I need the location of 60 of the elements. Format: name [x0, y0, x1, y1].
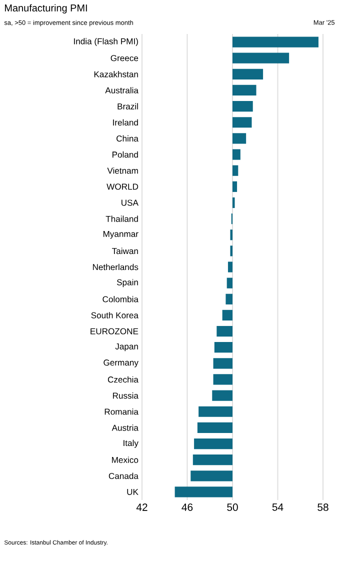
y-tick-label: Romania — [104, 408, 138, 415]
y-tick-label: Myanmar — [103, 231, 138, 239]
bar — [198, 406, 232, 417]
y-tick-label: Canada — [108, 472, 138, 480]
y-tick-label: Spain — [116, 279, 138, 288]
y-tick-label: UK — [127, 488, 138, 495]
y-tick-label: Ireland — [113, 119, 138, 126]
y-tick-label: Taiwan — [112, 248, 138, 254]
y-tick-label: Colombia — [102, 296, 138, 302]
y-tick-label: Japan — [115, 344, 138, 352]
bar — [174, 486, 232, 498]
bar — [226, 278, 232, 288]
text: Manufacturing PMI — [5, 4, 87, 14]
bar — [216, 326, 232, 337]
y-tick-label: Italy — [124, 440, 138, 448]
y-tick-label: Thailand — [106, 216, 138, 222]
y-tick-label: Kazakhstan — [94, 71, 138, 78]
bar — [232, 149, 240, 160]
bar — [232, 36, 318, 48]
bar — [232, 133, 246, 144]
y-tick-label: Russia — [112, 392, 138, 399]
y-tick-label: China — [116, 135, 138, 142]
y-tick-label: USA — [122, 200, 138, 206]
bar — [213, 358, 232, 369]
y-tick-label: WORLD — [106, 184, 138, 190]
x-tick-label: 58 — [318, 504, 328, 511]
y-tick-label: Czechia — [108, 376, 138, 383]
bar — [192, 454, 232, 466]
bar — [213, 374, 232, 385]
y-tick-label: Australia — [105, 87, 138, 94]
bar — [232, 165, 238, 176]
bar — [232, 52, 290, 64]
y-tick-label: Greece — [110, 55, 138, 62]
bar — [222, 310, 232, 321]
y-tick-label: India (Flash PMI) — [74, 38, 138, 46]
y-tick-label: Brazil — [118, 103, 138, 110]
y-tick-label: Germany — [104, 360, 138, 368]
y-tick-label: Mexico — [112, 456, 138, 463]
x-tick-label: 50 — [227, 504, 238, 511]
y-tick-label: Poland — [112, 151, 138, 158]
y-tick-label: Vietnam — [107, 167, 138, 174]
y-tick-label: South Korea — [91, 312, 138, 318]
y-tick-label: Austria — [112, 424, 138, 431]
bar — [232, 68, 264, 80]
bar — [197, 422, 232, 433]
y-tick-label: Netherlands — [92, 264, 138, 270]
x-tick-label: 42 — [136, 504, 148, 511]
bar — [214, 342, 232, 353]
bar — [232, 181, 238, 192]
bar — [194, 438, 232, 450]
bar — [212, 390, 232, 401]
x-tick-label: 54 — [272, 504, 284, 511]
bar — [228, 262, 232, 272]
bar — [226, 294, 232, 304]
bar — [190, 470, 232, 482]
bar — [232, 101, 253, 112]
x-tick-label: 46 — [182, 504, 193, 511]
y-tick-label: EUROZONE — [90, 328, 138, 334]
bar — [232, 84, 256, 96]
bar — [232, 117, 252, 128]
